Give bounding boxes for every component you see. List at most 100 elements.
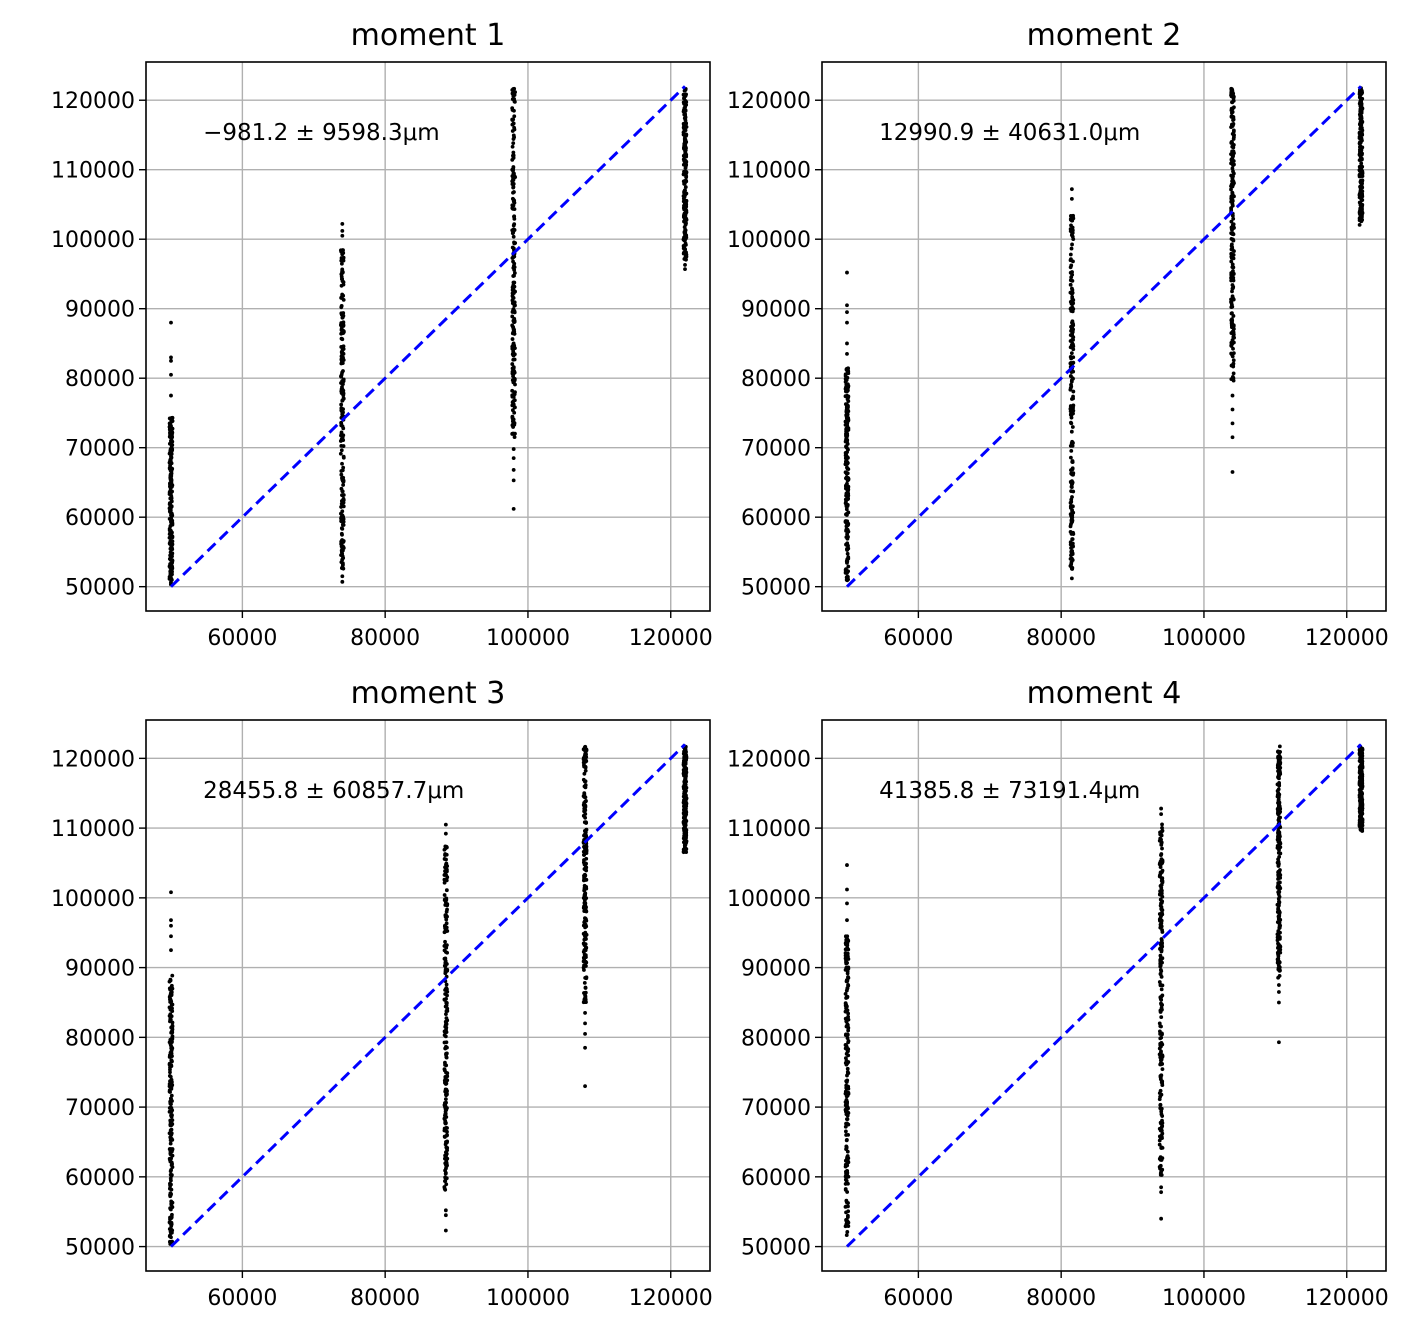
data-point [1230,166,1235,171]
data-point [340,493,345,497]
data-point [844,1083,849,1088]
data-point [511,417,516,422]
data-point [844,1062,849,1067]
data-point [845,569,850,573]
data-point [1070,567,1075,571]
data-point [169,1163,174,1168]
outlier-point [169,372,173,377]
data-point [167,1239,172,1244]
data-point [341,311,346,315]
data-point [1158,956,1163,961]
data-point [1160,1136,1164,1140]
data-point [843,394,848,399]
data-point [443,943,448,948]
data-point [1276,965,1281,970]
y-tick-label: 60000 [741,1166,811,1191]
data-point [1360,207,1364,212]
y-tick-label: 80000 [741,1026,811,1051]
data-point [444,1040,449,1045]
data-point [845,460,849,464]
data-point [1358,92,1362,96]
data-point [168,1012,173,1017]
data-point [339,505,344,509]
data-point [684,171,688,176]
data-point [339,448,344,453]
data-point [168,1181,172,1186]
data-point [844,1003,849,1007]
data-point [582,957,587,961]
data-point [168,505,173,510]
data-point [1275,807,1280,812]
data-point [1160,1032,1164,1037]
x-tick-label: 100000 [486,626,570,651]
data-point [1159,987,1164,992]
subplot-title: moment 1 [351,18,506,53]
data-point [511,295,515,300]
data-point [1159,1003,1164,1008]
data-point [442,1103,447,1107]
data-point [1231,286,1235,290]
data-point [1229,187,1233,192]
data-point [445,864,450,868]
data-point [846,418,850,423]
data-point [1160,1145,1165,1150]
data-point [512,125,517,130]
data-point [1232,162,1236,167]
data-point [340,461,344,466]
data-point [340,268,345,273]
data-point [583,916,587,921]
data-point [1071,394,1075,399]
outlier-point [169,890,173,895]
data-point [168,475,173,479]
outlier-point [443,1213,448,1218]
outlier-point [1230,421,1235,426]
data-point [168,550,173,555]
data-point [339,433,344,437]
y-tick-label: 100000 [51,228,135,253]
data-point [170,1083,175,1087]
data-point [843,1043,848,1047]
data-point [444,969,448,974]
data-point [168,509,173,514]
data-point [170,973,175,978]
data-point [339,402,344,407]
data-point [1359,109,1364,114]
data-point [844,1233,849,1238]
data-point [1069,518,1074,522]
data-point [169,1131,173,1136]
data-point [341,475,346,480]
data-point [443,992,448,996]
data-point [583,953,588,957]
data-point [1068,282,1073,287]
x-tick-label: 120000 [629,626,713,651]
data-point [1232,340,1236,345]
outlier-point [683,263,687,267]
data-point [846,467,851,472]
data-point [340,322,344,327]
data-point [1159,1015,1164,1020]
data-point [510,91,515,96]
data-point [339,501,344,506]
data-point [1277,925,1282,930]
data-point [168,558,173,562]
data-point [684,100,689,104]
data-point [1231,135,1236,140]
data-point [1068,258,1073,263]
data-point [1231,330,1236,335]
data-point [339,283,344,288]
data-point [1068,386,1073,390]
data-point [341,465,346,470]
data-point [844,1032,848,1037]
data-point [846,477,851,482]
outlier-point [511,468,516,472]
data-point [1160,1053,1165,1058]
data-point [1159,901,1164,905]
data-point [684,779,689,784]
data-point [341,479,346,484]
data-point [444,1153,448,1158]
data-point [511,284,516,289]
data-point [843,947,848,952]
data-point [1229,242,1234,247]
data-point [340,527,345,531]
